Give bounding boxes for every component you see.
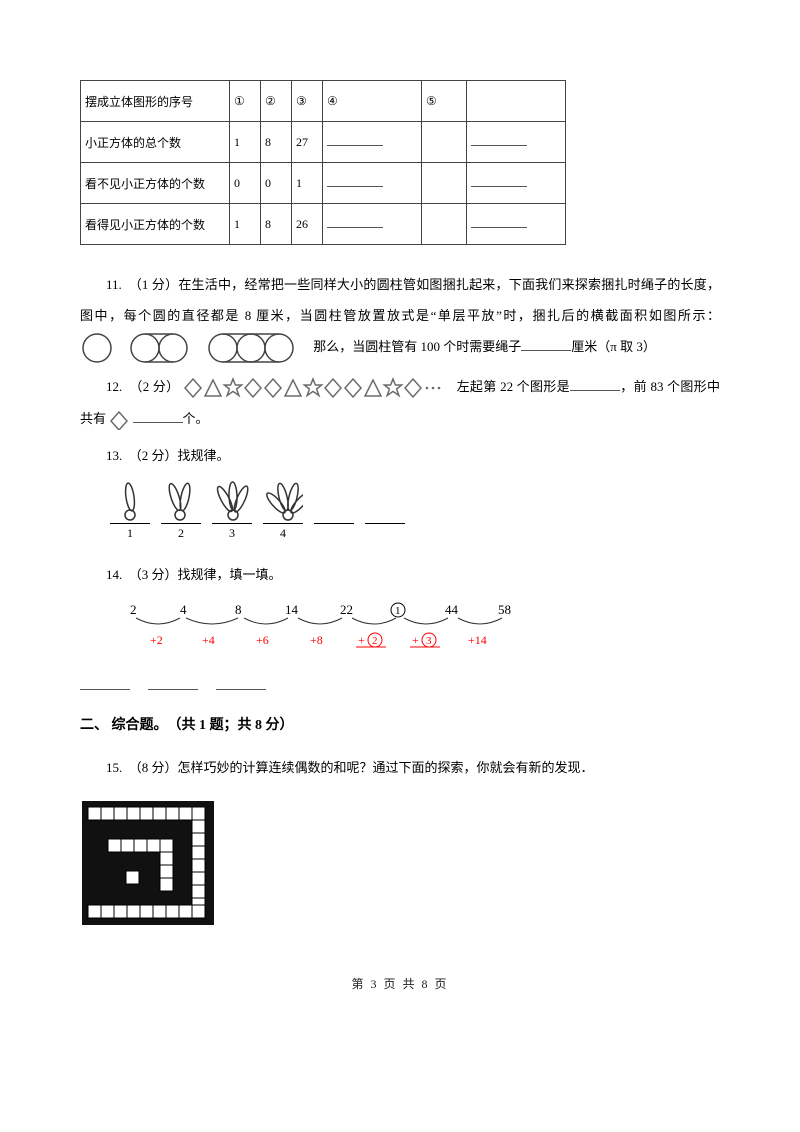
table-row: 看得见小正方体的个数 1 8 26 [81, 204, 566, 245]
cell: 1 [230, 122, 261, 163]
q15-text: 15. （8 分）怎样巧妙的计算连续偶数的和呢？通过下面的探索，你就会有新的发现… [80, 752, 720, 783]
page-footer: 第 3 页 共 8 页 [80, 975, 720, 992]
svg-text:2: 2 [372, 635, 378, 647]
circle-groups-icon [80, 331, 310, 365]
svg-text:+: + [412, 633, 419, 647]
row2-label: 看不见小正方体的个数 [81, 163, 230, 204]
svg-text:+2: +2 [150, 633, 163, 647]
page: 摆成立体图形的序号 ① ② ③ ④ ⑤ 小正方体的总个数 1 8 27 看不见小… [0, 0, 800, 1022]
svg-text:+8: +8 [310, 633, 323, 647]
seq-num: 44 [445, 602, 459, 617]
q11-tail: 厘米（π 取 3） [571, 339, 656, 354]
row3-label: 看得见小正方体的个数 [81, 204, 230, 245]
cell: 8 [261, 204, 292, 245]
cell-blank [467, 163, 566, 204]
svg-text:+: + [358, 633, 365, 647]
petal-label: 3 [212, 524, 252, 541]
cell-blank [323, 163, 422, 204]
q12-tail: 个。 [183, 411, 209, 426]
cell-blank [467, 204, 566, 245]
petal-label: 2 [161, 524, 201, 541]
shape-pattern-icon [183, 377, 453, 399]
cell: 1 [230, 204, 261, 245]
petal-2-icon [163, 479, 199, 523]
seq-num: 4 [180, 602, 187, 617]
cell: ⑤ [422, 81, 467, 122]
answer-blank [570, 380, 620, 391]
petal-4-icon [263, 479, 303, 523]
cell: 0 [261, 163, 292, 204]
q14-text: 14. （3 分）找规律，填一填。 [80, 559, 720, 590]
cell: ④ [323, 81, 422, 122]
seq-num: 14 [285, 602, 299, 617]
cell [467, 81, 566, 122]
petal-1-icon [115, 479, 145, 523]
q11-suffix: 那么，当圆柱管有 100 个时需要绳子 [313, 339, 521, 354]
seq-num: 2 [130, 602, 137, 617]
svg-text:+4: +4 [202, 633, 215, 647]
q14-answer-blanks [80, 678, 720, 694]
cell: 1 [292, 163, 323, 204]
cell: 8 [261, 122, 292, 163]
row0-label: 摆成立体图形的序号 [81, 81, 230, 122]
cell [422, 163, 467, 204]
seq-num: 22 [340, 602, 353, 617]
q12-text: 12. （2 分） [80, 371, 720, 433]
cell: ② [261, 81, 292, 122]
table-row: 摆成立体图形的序号 ① ② ③ ④ ⑤ [81, 81, 566, 122]
cube-table: 摆成立体图形的序号 ① ② ③ ④ ⑤ 小正方体的总个数 1 8 27 看不见小… [80, 80, 566, 245]
gnomon-icon [82, 801, 222, 931]
q13-text: 13. （2 分）找规律。 [80, 440, 720, 471]
cell-blank [323, 204, 422, 245]
cell-blank [467, 122, 566, 163]
section-heading: 二、 综合题。 （共 1 题；共 8 分） [80, 714, 720, 734]
diamond-icon [109, 410, 129, 430]
table-row: 看不见小正方体的个数 0 0 1 [81, 163, 566, 204]
petal-label: 4 [263, 524, 303, 541]
cell: 26 [292, 204, 323, 245]
q11-prefix: 11. （1 分）在生活中，经常把一些同样大小的圆柱管如图捆扎起来，下面我们来探… [80, 277, 720, 323]
number-sequence: 2 4 8 14 22 1 44 58 [120, 600, 720, 664]
cell [422, 204, 467, 245]
cell: 0 [230, 163, 261, 204]
sequence-diagram-icon: 2 4 8 14 22 1 44 58 [120, 600, 540, 660]
svg-text:+6: +6 [256, 633, 269, 647]
cell: 27 [292, 122, 323, 163]
petal-label: 1 [110, 524, 150, 541]
svg-text:1: 1 [395, 605, 401, 617]
q12-prefix: 12. （2 分） [106, 379, 179, 394]
q12-mid: 左起第 22 个图形是 [457, 379, 570, 394]
table-row: 小正方体的总个数 1 8 27 [81, 122, 566, 163]
svg-text:3: 3 [426, 635, 432, 647]
answer-blank [133, 412, 183, 423]
cell-blank [323, 122, 422, 163]
row1-label: 小正方体的总个数 [81, 122, 230, 163]
q11-text: 11. （1 分）在生活中，经常把一些同样大小的圆柱管如图捆扎起来，下面我们来探… [80, 269, 720, 365]
answer-blank [521, 340, 571, 351]
petal-sequence: 1 2 3 4 [110, 479, 720, 541]
gnomon-figure [82, 801, 720, 935]
svg-text:+14: +14 [468, 633, 487, 647]
cell: ③ [292, 81, 323, 122]
petal-3-icon [212, 479, 252, 523]
cell: ① [230, 81, 261, 122]
cell [422, 122, 467, 163]
seq-num: 8 [235, 602, 242, 617]
seq-num: 58 [498, 602, 511, 617]
